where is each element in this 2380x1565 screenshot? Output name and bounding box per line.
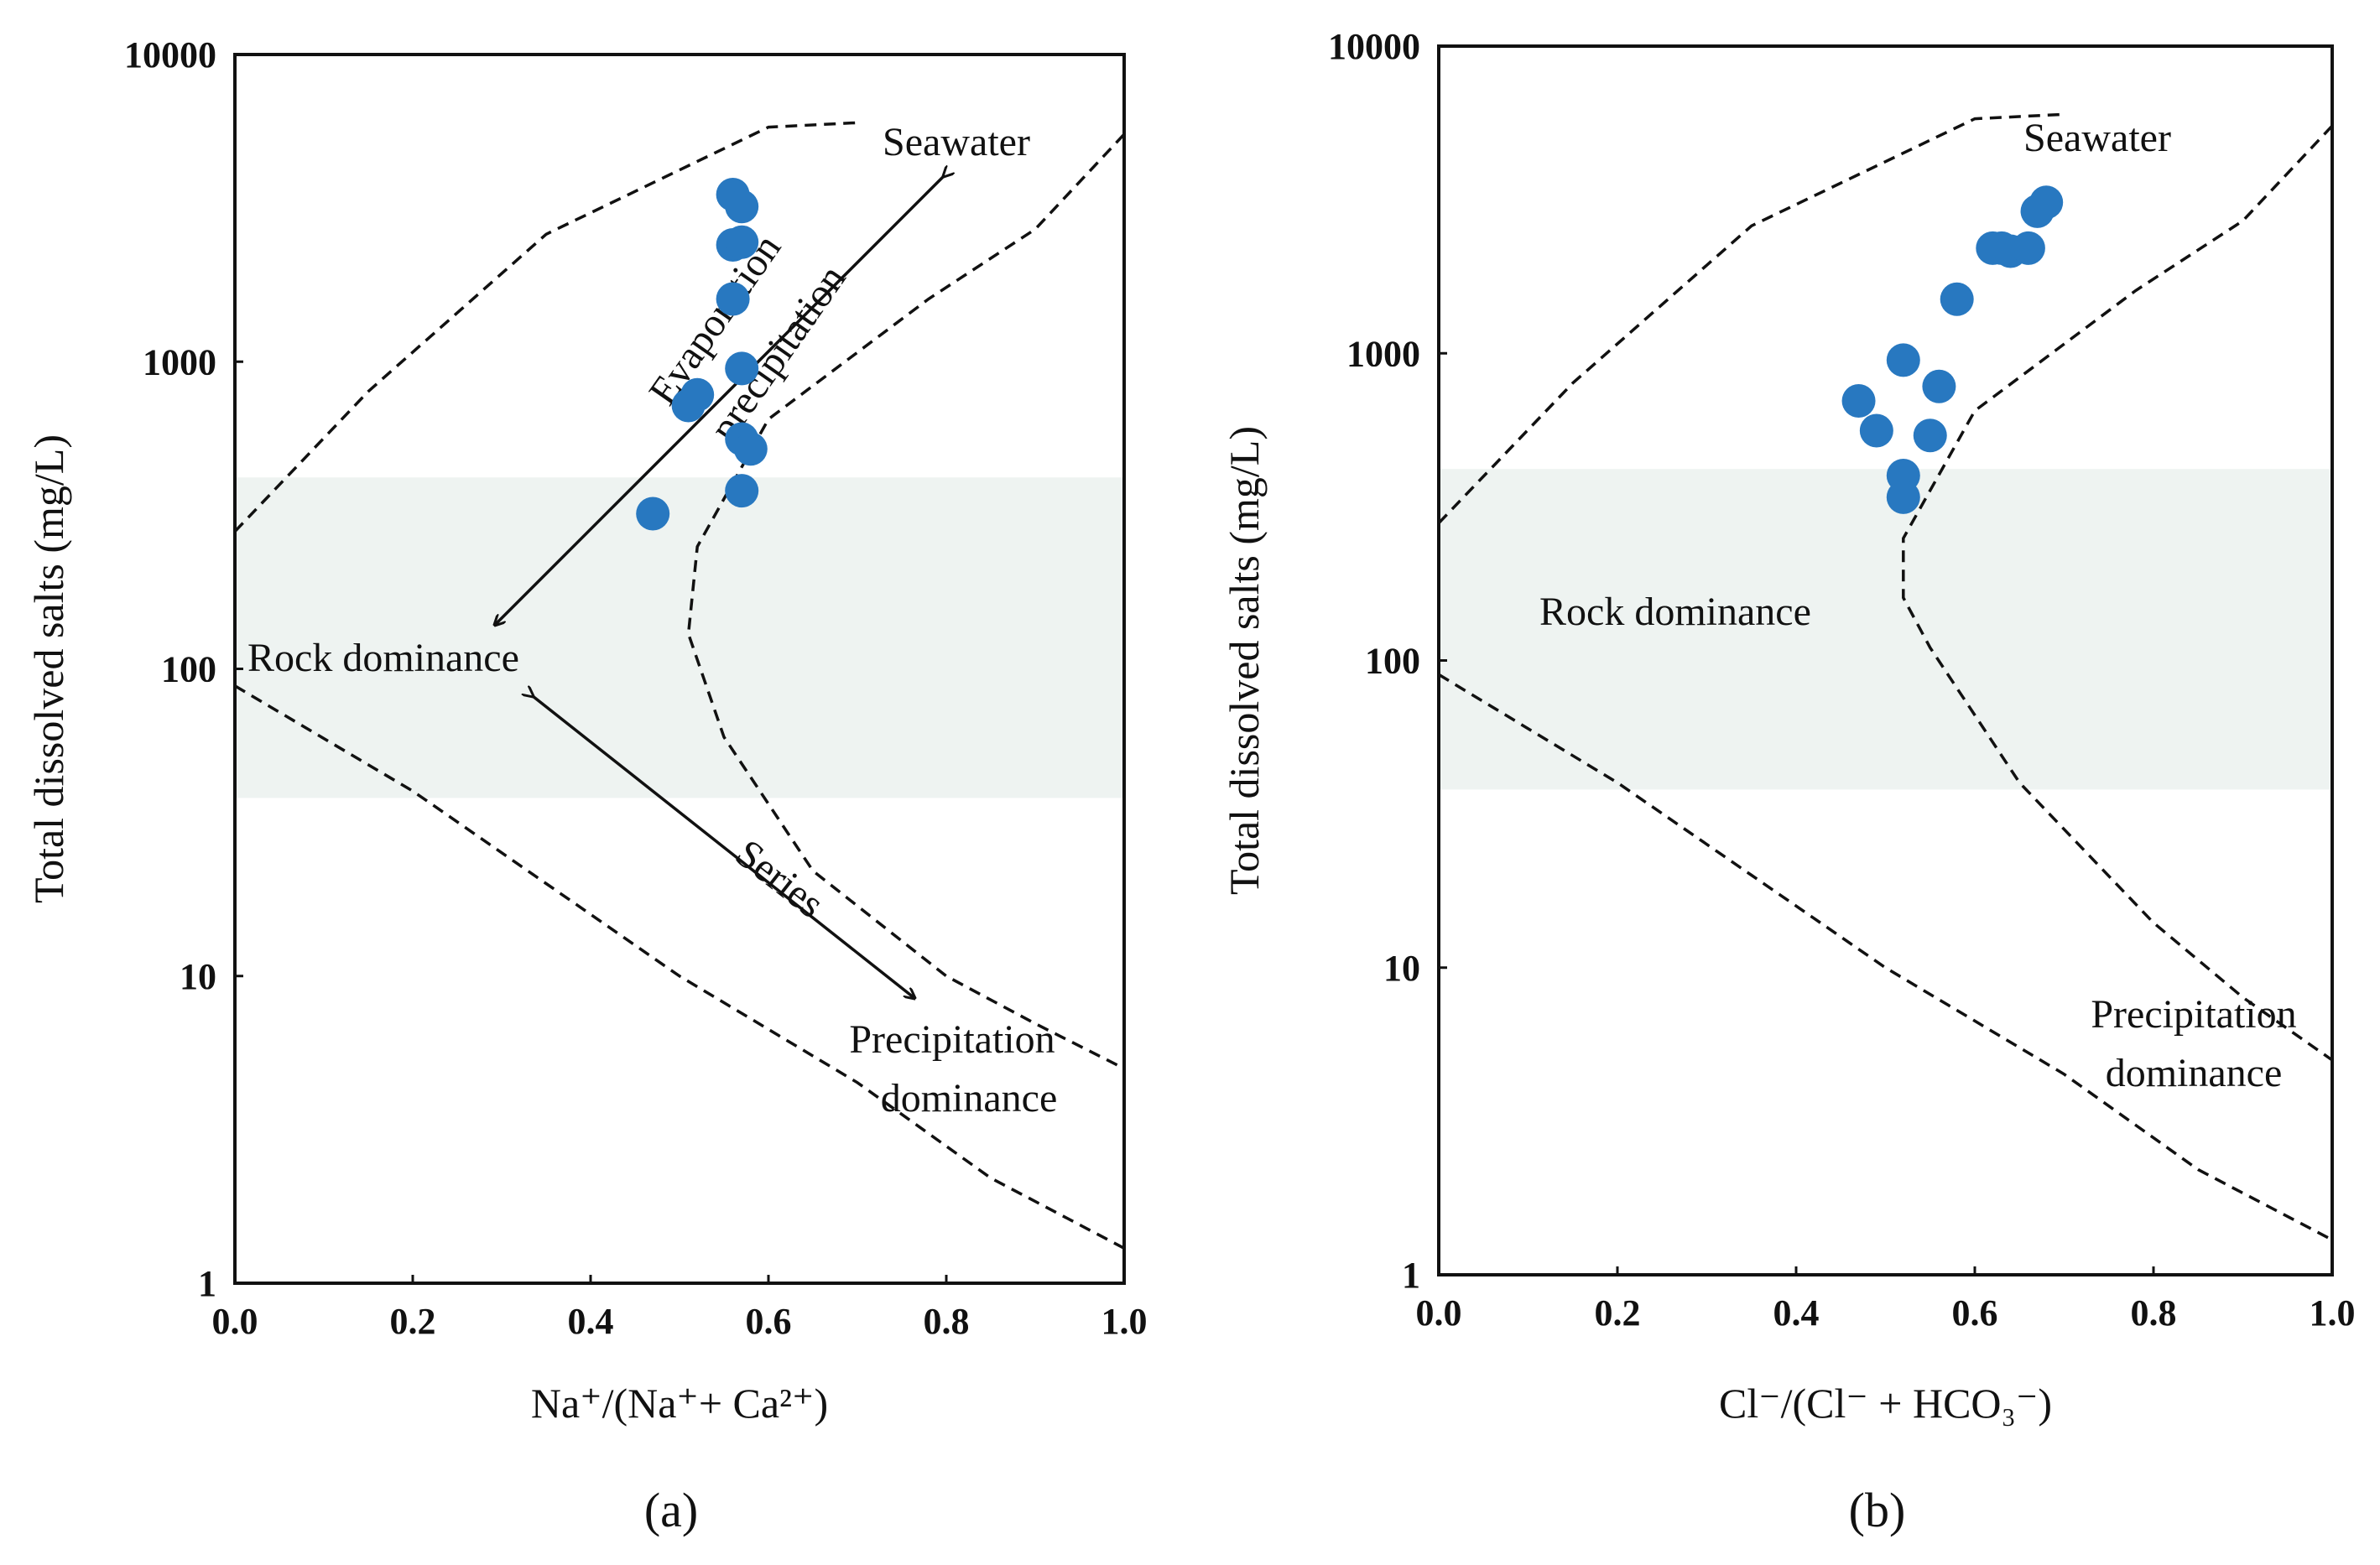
data-point: [1922, 369, 1956, 403]
panel-label: (a): [644, 1483, 698, 1537]
data-point: [725, 190, 759, 224]
annotation-rock-dominance: Rock dominance: [1539, 590, 1811, 634]
annotation-seawater: Seawater: [883, 120, 1030, 164]
data-point: [1886, 343, 1920, 377]
annotation-precipitation: Precipitation: [2091, 992, 2296, 1037]
data-point: [1886, 480, 1920, 514]
x-tick-label: 0.8: [924, 1301, 970, 1342]
annotation-precipitation: Precipitation: [849, 1017, 1055, 1062]
annotation-series: Series: [727, 831, 832, 927]
data-point: [636, 497, 670, 531]
panel-label: (b): [1849, 1483, 1906, 1537]
y-tick-label: 1000: [1346, 333, 1420, 374]
data-point: [733, 432, 768, 466]
data-point: [725, 225, 759, 259]
x-tick-label: 0.6: [1952, 1292, 1998, 1334]
y-axis-label: Total dissolved salts (mg/L): [25, 434, 72, 903]
shaded-band: [1439, 469, 2332, 790]
y-tick-label: 10000: [1328, 26, 1420, 67]
x-tick-label: 0.2: [1595, 1292, 1641, 1334]
annotation-rock-dominance: Rock dominance: [247, 636, 519, 680]
y-tick-label: 10000: [124, 34, 216, 75]
x-tick-label: 0.4: [1773, 1292, 1820, 1334]
boundary-right-curve: [686, 133, 1126, 1070]
annotation-dominance: dominance: [2106, 1051, 2283, 1095]
y-axis-label: Total dissolved salts (mg/L): [1221, 426, 1268, 895]
boundary-upper-curve: [233, 121, 858, 533]
data-point: [716, 282, 750, 316]
boundary-lower-curve: [1438, 673, 2333, 1241]
y-tick-label: 100: [1365, 641, 1420, 682]
x-tick-label: 0.0: [1416, 1292, 1462, 1334]
data-point: [2011, 231, 2045, 265]
data-point: [2029, 185, 2064, 220]
annotation-dominance: dominance: [881, 1076, 1058, 1120]
data-point: [1913, 419, 1947, 453]
x-tick-label: 0.0: [212, 1301, 258, 1342]
annotation-seawater: Seawater: [2023, 116, 2171, 160]
y-tick-label: 1000: [143, 341, 216, 382]
trend-arrow: [495, 176, 944, 625]
boundary-right-curve: [1902, 124, 2334, 1062]
y-tick-label: 1: [1402, 1255, 1420, 1296]
boundary-upper-curve: [1437, 112, 2065, 524]
x-tick-label: 0.8: [2131, 1292, 2177, 1334]
x-tick-label: 0.4: [568, 1301, 614, 1342]
trend-arrow: [533, 696, 914, 998]
data-point: [725, 474, 759, 508]
data-point: [1841, 383, 1876, 418]
x-tick-label: 1.0: [2310, 1292, 2356, 1334]
y-tick-label: 10: [180, 956, 216, 997]
x-tick-label: 0.6: [746, 1301, 792, 1342]
y-tick-label: 1: [198, 1263, 216, 1304]
y-tick-label: 10: [1383, 948, 1420, 989]
x-tick-label: 1.0: [1101, 1301, 1148, 1342]
x-axis-label: Na⁺/(Na⁺+ Ca²⁺): [531, 1380, 828, 1427]
x-tick-label: 0.2: [390, 1301, 436, 1342]
y-tick-label: 100: [161, 649, 216, 690]
data-point: [680, 377, 715, 412]
data-point: [1940, 282, 1974, 316]
x-axis-label: Cl⁻/(Cl⁻ + HCO₃⁻): [1719, 1380, 2052, 1427]
chart-panel-a: 0.0 0.2 0.4 0.6 0.8 1.0 1 10 100 1000 10000 Na⁺/(Na…: [25, 34, 1148, 1537]
data-point: [725, 351, 759, 386]
data-point: [1859, 413, 1893, 448]
chart-panel-b: 0.0 0.2 0.4 0.6 0.8 1.0 1 10 100 1000 10000 Cl⁻/(Cl…: [1221, 26, 2356, 1537]
